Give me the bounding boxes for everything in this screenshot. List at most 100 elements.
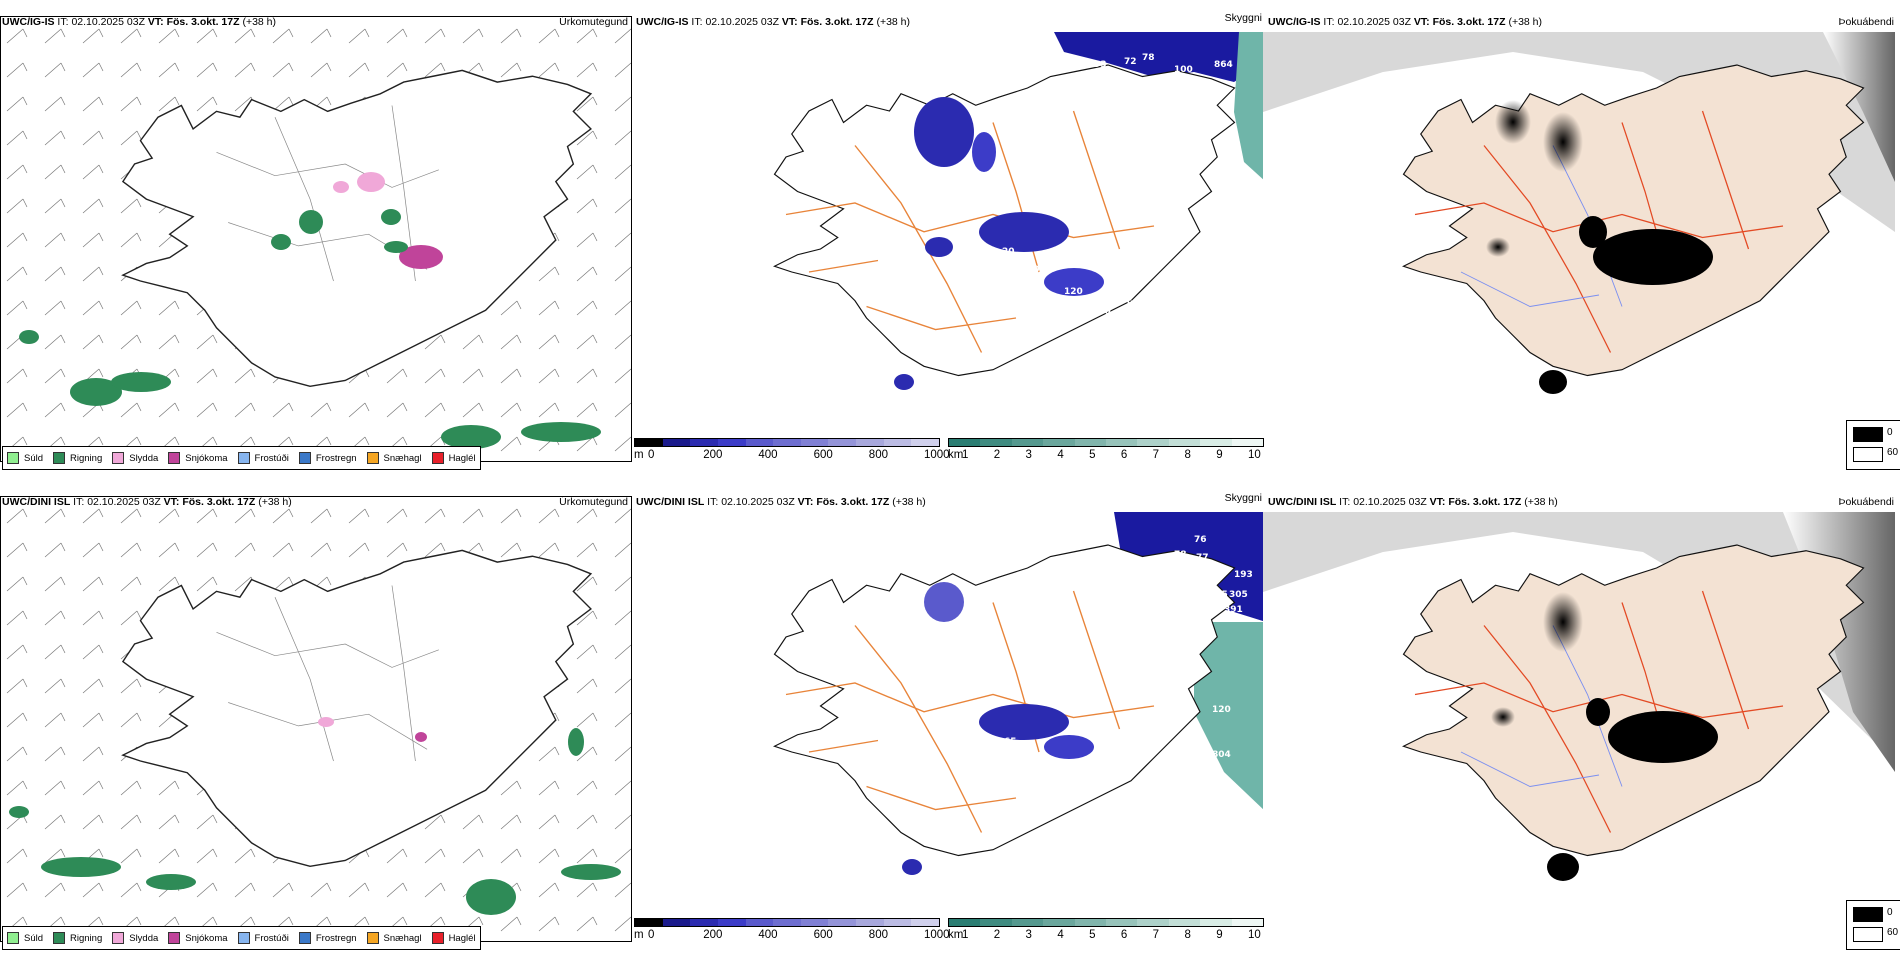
colorbar-tick: 600	[813, 929, 833, 941]
fog-legend-label: 0	[1887, 907, 1893, 918]
cloud-base-value: 277	[1124, 300, 1143, 310]
legend-item: Haglél	[431, 932, 476, 944]
colorbar-segment	[1231, 919, 1264, 926]
legend-swatch	[431, 452, 444, 464]
colorbar-tick: 2	[993, 929, 1001, 941]
colorbar-tick: 400	[758, 929, 778, 941]
it-label: IT:	[1323, 16, 1335, 28]
fog-swatch-0	[1853, 427, 1883, 442]
colorbar-segment	[635, 919, 663, 926]
legend-item: Snjókoma	[168, 932, 228, 944]
cloud-base-value: 864	[1214, 60, 1233, 70]
vt-value: Fös. 3.okt. 17Z	[1448, 496, 1522, 508]
legend-label: Frostúði	[254, 932, 289, 944]
cloud-base-value: 185	[1209, 590, 1228, 600]
colorbar-segment	[1074, 919, 1107, 926]
colorbar-tick: 8	[1184, 449, 1191, 461]
it-value: 02.10.2025 03Z	[1337, 16, 1411, 28]
cloud-base-value: 62	[1149, 585, 1162, 595]
legend-item: Slydda	[112, 452, 158, 464]
colorbar-segment	[773, 439, 801, 446]
precip-legend: Súld Rigning Slydda Snjókoma Frostúði Frostre…	[2, 446, 481, 470]
cloud-base-value: 80	[1027, 265, 1040, 275]
colorbar-segment	[1074, 439, 1107, 446]
colorbar-segment	[1168, 439, 1201, 446]
colorbar-tick: 10	[1248, 449, 1261, 461]
vt-label: VT:	[1429, 496, 1446, 508]
panel-title: Þokuábendi	[1838, 16, 1894, 28]
colorbar-segment	[690, 439, 718, 446]
snjokoma-area	[399, 245, 443, 269]
cloud-base-value: 26	[952, 210, 965, 220]
colorbar-tick: 9	[1216, 929, 1223, 941]
cloud-base-value: 93	[1094, 60, 1107, 70]
colorbar-segment	[773, 919, 801, 926]
colorbar-tick: 600	[813, 449, 833, 461]
colorbar-segment	[1200, 439, 1232, 446]
legend-label: Snæhagl	[383, 932, 422, 944]
fog-legend-label: 60	[1887, 927, 1899, 938]
legend-swatch	[53, 932, 66, 944]
colorbar-segment	[717, 919, 746, 926]
vt-value: Fös. 3.okt. 17Z	[816, 496, 890, 508]
colorbar-tick: 7	[1152, 449, 1160, 461]
legend-swatch	[53, 452, 66, 464]
cloud-base-value: 72	[1124, 57, 1137, 67]
legend-item: Frostúði	[237, 452, 289, 464]
cloud-base-panel-row2: UWC/DINI ISL IT: 02.10.2025 03Z VT: Fös.…	[634, 492, 1266, 954]
cloud-base-value: 804	[1212, 750, 1231, 760]
precip-map	[0, 496, 632, 942]
cloud-base-value: 96	[942, 382, 955, 392]
model-name: UWC/DINI ISL	[636, 496, 705, 508]
colorbar-segment	[980, 919, 1012, 926]
colorbar-segment	[911, 919, 940, 926]
panel-header: UWC/IG-IS IT: 02.10.2025 03Z VT: Fös. 3.…	[1268, 16, 1542, 28]
colorbar-tick: 5	[1089, 449, 1096, 461]
colorbar-tick: 9	[1216, 449, 1223, 461]
legend-label: Slydda	[129, 932, 159, 944]
legend-swatch	[431, 932, 444, 944]
vt-label: VT:	[1413, 16, 1430, 28]
colorbar-segment	[949, 919, 981, 926]
cloud-base-value: 36	[952, 250, 965, 260]
legend-label: Rigning	[70, 452, 103, 464]
vt-label: VT:	[797, 496, 814, 508]
legend-label: Súld	[24, 452, 44, 464]
it-value: 02.10.2025 03Z	[721, 496, 795, 508]
colorbar-segment	[1011, 919, 1044, 926]
colorbar-segment	[1137, 919, 1169, 926]
colorbar-segment	[856, 919, 884, 926]
it-label: IT:	[707, 496, 719, 508]
lead-time: (+38 h)	[1524, 496, 1558, 508]
legend-item: Frostregn	[298, 452, 357, 464]
legend-item: Slydda	[112, 932, 158, 944]
colorbar-segment	[745, 919, 774, 926]
colorbar-segment	[980, 439, 1012, 446]
legend-label: Súld	[24, 932, 44, 944]
colorbar-segment	[1168, 919, 1201, 926]
cloud-base-value: 120	[1212, 705, 1231, 715]
model-name: UWC/DINI ISL	[1268, 496, 1337, 508]
colorbar-segment	[828, 439, 857, 446]
cloud-base-value: 73	[1144, 625, 1157, 635]
panel-title: Þokuábendi	[1838, 496, 1894, 508]
colorbar-tick: 1000	[924, 929, 950, 941]
panel-header: UWC/DINI ISL IT: 02.10.2025 03Z VT: Fös.…	[636, 496, 926, 508]
colorbar-segment	[662, 919, 691, 926]
colorbar-tick: 10	[1248, 929, 1261, 941]
cloud-base-value: 112	[1099, 768, 1118, 778]
colorbar-unit: m	[634, 929, 644, 941]
legend-swatch	[168, 452, 181, 464]
cloud-base-value: 104	[1052, 778, 1071, 788]
colorbar-tick: 3	[1025, 929, 1032, 941]
legend-item: Snæhagl	[366, 452, 422, 464]
lead-time: (+38 h)	[892, 496, 926, 508]
cloud-map: 93 72 78 100 864 49 25 26 36 20 80 120 140 277 96 797	[634, 32, 1266, 432]
fog-swatch-0	[1853, 907, 1883, 922]
colorbar-segment	[1106, 439, 1138, 446]
colorbar-tick: 5	[1089, 929, 1096, 941]
panel-header: UWC/IG-IS IT: 02.10.2025 03Z VT: Fös. 3.…	[636, 16, 910, 28]
legend-swatch	[298, 452, 311, 464]
legend-swatch	[237, 932, 250, 944]
legend-swatch	[237, 452, 250, 464]
